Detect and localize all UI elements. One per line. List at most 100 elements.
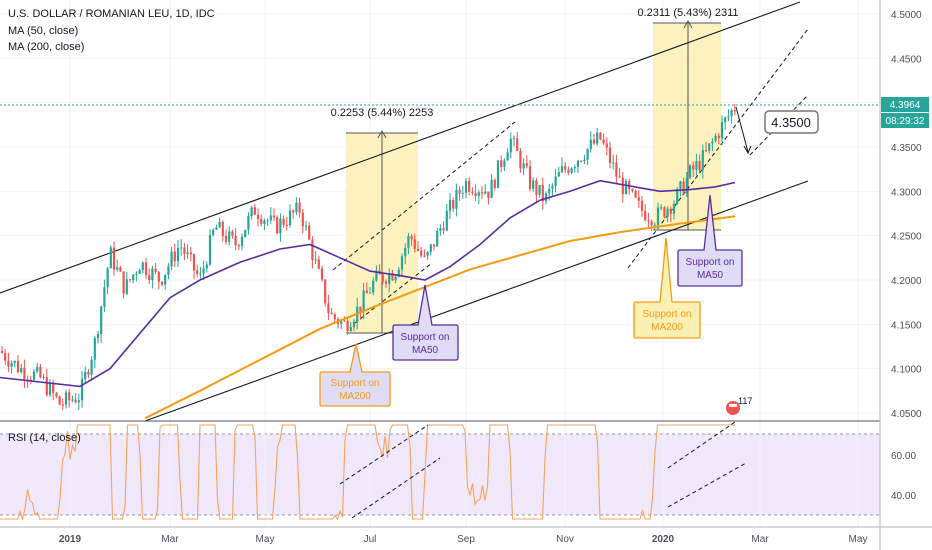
candle-body bbox=[346, 320, 349, 332]
support-ma50-label-2a: Support on bbox=[686, 257, 735, 268]
ma50-line bbox=[0, 179, 736, 388]
ma50-legend: MA (50, close) bbox=[8, 25, 78, 37]
candle-body bbox=[717, 135, 720, 139]
candle-body bbox=[77, 400, 80, 403]
candle-body bbox=[228, 231, 231, 242]
candle-body bbox=[423, 255, 426, 257]
countdown-badge bbox=[881, 113, 929, 128]
candle-body bbox=[157, 271, 160, 282]
candle-body bbox=[359, 306, 362, 313]
support-ma50-label-1b: MA50 bbox=[412, 345, 439, 356]
candle-body bbox=[330, 312, 333, 315]
candle-body bbox=[128, 279, 132, 281]
events-flag-icon[interactable]: 117 bbox=[726, 396, 752, 415]
range-label-1: 0.2253 (5.44%) 2253 bbox=[331, 107, 434, 119]
candle-body bbox=[208, 234, 212, 265]
candle-body bbox=[624, 181, 628, 195]
candle-body bbox=[413, 239, 416, 249]
candle-body bbox=[16, 360, 20, 373]
candle-body bbox=[644, 210, 647, 221]
candle-body bbox=[103, 287, 106, 307]
candle-body bbox=[650, 221, 653, 226]
candle-body bbox=[100, 306, 103, 334]
support-ma200-label-2b: MA200 bbox=[651, 322, 683, 333]
candle-body bbox=[503, 160, 506, 167]
candle-body bbox=[672, 203, 676, 214]
candle-body bbox=[653, 225, 656, 227]
candle-body bbox=[468, 181, 471, 192]
candle-body bbox=[496, 160, 500, 188]
candle-body bbox=[429, 244, 432, 253]
candle-body bbox=[282, 218, 285, 226]
candle-body bbox=[39, 366, 42, 378]
support-ma200-callout-2: Support on MA200 bbox=[633, 237, 701, 339]
candle-body bbox=[276, 217, 279, 234]
candle-body bbox=[554, 176, 557, 186]
rsi-tick-label: 40.00 bbox=[891, 491, 916, 502]
candle-body bbox=[471, 191, 474, 194]
candle-body bbox=[64, 392, 68, 405]
candle-body bbox=[724, 117, 727, 123]
candle-body bbox=[125, 279, 128, 294]
candle-body bbox=[525, 163, 528, 167]
candle-body bbox=[436, 230, 439, 247]
candle-body bbox=[576, 160, 580, 167]
support-ma200-label-1b: MA200 bbox=[339, 391, 371, 402]
candle-body bbox=[474, 193, 477, 196]
y-tick-label: 4.3000 bbox=[891, 187, 922, 198]
candle-body bbox=[116, 267, 119, 270]
y-tick-label: 4.1500 bbox=[891, 320, 922, 331]
candle-body bbox=[388, 273, 391, 284]
candle-body bbox=[544, 193, 548, 202]
candle-body bbox=[90, 359, 93, 375]
y-tick-label: 4.4500 bbox=[891, 54, 922, 65]
candle-body bbox=[279, 218, 282, 234]
last-price-badge bbox=[881, 97, 929, 112]
candle-body bbox=[173, 251, 176, 262]
candle-body bbox=[352, 321, 356, 328]
candle-body bbox=[612, 162, 615, 164]
candle-body bbox=[135, 273, 138, 275]
candle-body bbox=[320, 268, 324, 280]
candle-body bbox=[656, 207, 660, 226]
candle-body bbox=[375, 270, 378, 281]
candle-body bbox=[660, 207, 663, 209]
candle-body bbox=[448, 199, 452, 211]
candle-body bbox=[570, 168, 573, 174]
candle-body bbox=[384, 281, 388, 284]
candle-body bbox=[48, 383, 52, 395]
candle-body bbox=[308, 225, 311, 240]
y-tick-label: 4.0500 bbox=[891, 409, 922, 420]
candle-body bbox=[432, 244, 436, 247]
target-price-text: 4.3500 bbox=[771, 115, 811, 130]
candle-body bbox=[708, 143, 711, 151]
candle-body bbox=[666, 208, 669, 217]
candle-body bbox=[500, 160, 503, 167]
support-ma200-callout-1: Support on MA200 bbox=[319, 343, 391, 407]
candle-body bbox=[538, 185, 541, 195]
candle-body bbox=[487, 191, 490, 198]
candle-body bbox=[218, 221, 221, 228]
candle-body bbox=[256, 214, 260, 219]
candle-body bbox=[695, 160, 698, 170]
candle-body bbox=[23, 368, 26, 380]
candle-body bbox=[4, 352, 7, 361]
candle-body bbox=[602, 139, 605, 144]
candle-body bbox=[247, 216, 250, 230]
candle-body bbox=[647, 220, 650, 222]
support-ma50-callout-1: Support on MA50 bbox=[392, 284, 459, 361]
support-ma50-label-1a: Support on bbox=[401, 332, 450, 343]
x-tick-label: 2020 bbox=[652, 534, 675, 545]
candle-body bbox=[560, 166, 564, 173]
support-ma200-label-2a: Support on bbox=[643, 309, 692, 320]
candle-body bbox=[215, 227, 218, 230]
candle-body bbox=[141, 262, 144, 271]
candle-body bbox=[669, 208, 672, 214]
candle-body bbox=[615, 162, 618, 177]
projection-arrowhead bbox=[743, 145, 752, 155]
candle-body bbox=[381, 274, 384, 282]
candle-body bbox=[10, 362, 13, 367]
x-tick-label: Jul bbox=[364, 534, 377, 545]
candle-body bbox=[288, 210, 292, 226]
